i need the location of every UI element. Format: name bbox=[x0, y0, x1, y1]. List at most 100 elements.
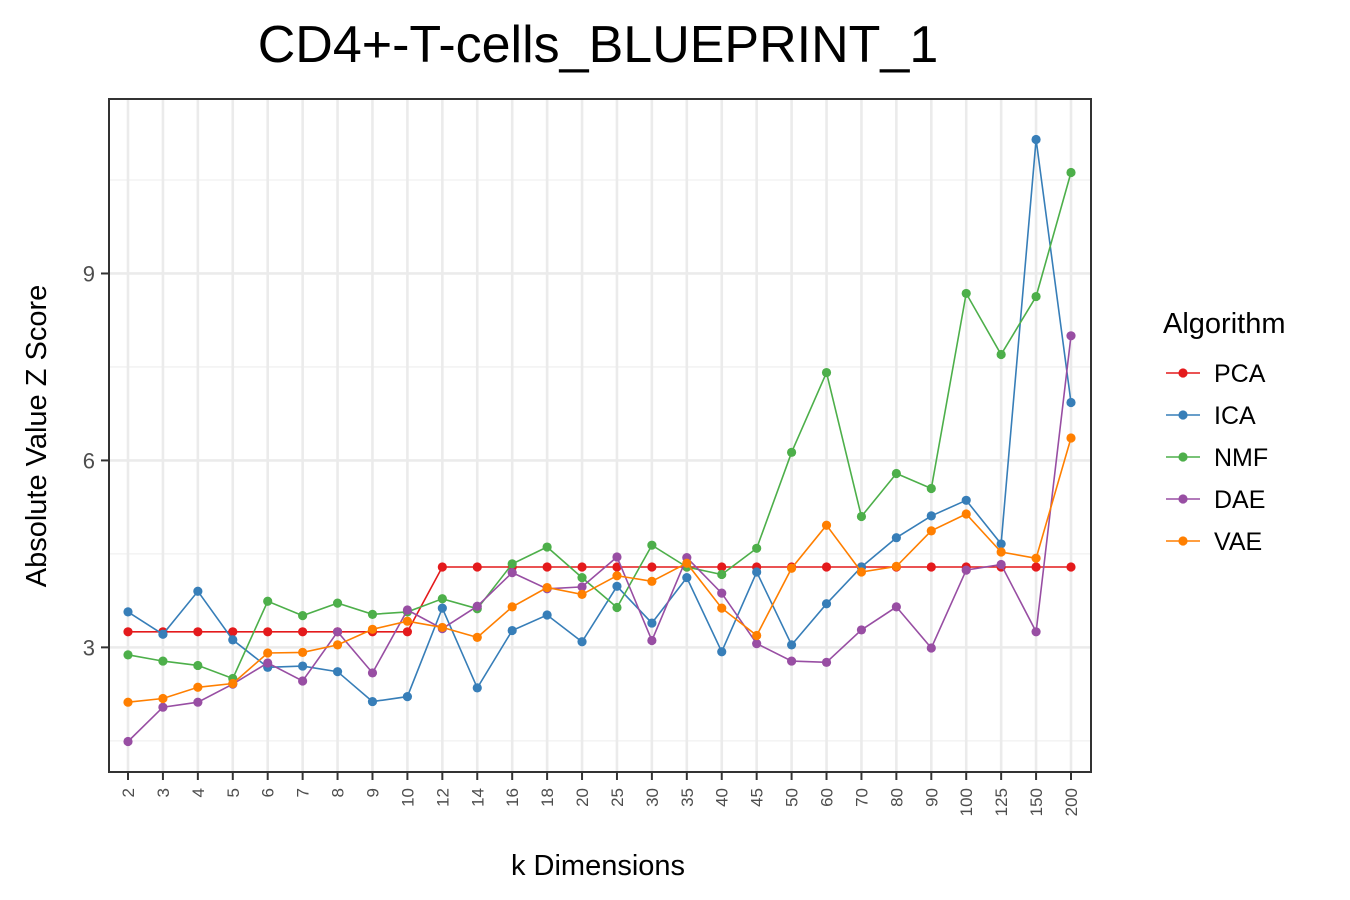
series-line-pca bbox=[128, 566, 1071, 633]
data-point-pca bbox=[123, 627, 133, 637]
legend-key-point bbox=[1178, 368, 1188, 378]
data-point-pca bbox=[1066, 562, 1076, 572]
data-point-dae bbox=[961, 565, 971, 575]
data-point-ica bbox=[193, 586, 203, 596]
data-point-pca bbox=[437, 562, 447, 572]
data-point-nmf bbox=[332, 598, 343, 608]
legend-title: Algorithm bbox=[1163, 308, 1286, 340]
data-point-vae bbox=[402, 616, 413, 626]
data-point-nmf bbox=[507, 559, 517, 569]
legend-label: VAE bbox=[1214, 528, 1262, 556]
x-tick-label: 3 bbox=[154, 788, 173, 797]
legend-item-ica: ICA bbox=[1166, 402, 1256, 430]
legend-item-nmf: NMF bbox=[1166, 444, 1268, 472]
data-point-pca bbox=[612, 562, 622, 572]
data-point-vae bbox=[996, 547, 1006, 557]
data-point-vae bbox=[263, 648, 273, 658]
data-point-dae bbox=[263, 658, 273, 668]
data-point-pca bbox=[228, 627, 238, 637]
data-point-ica bbox=[821, 599, 832, 609]
x-tick-label: 16 bbox=[503, 788, 522, 807]
data-point-nmf bbox=[786, 447, 797, 457]
x-tick-label: 7 bbox=[294, 788, 313, 797]
data-point-vae bbox=[472, 632, 482, 643]
data-point-pca bbox=[926, 562, 936, 572]
series-dae bbox=[123, 331, 1076, 747]
series-line-ica bbox=[127, 139, 1072, 703]
data-point-vae bbox=[821, 520, 832, 530]
x-tick-label: 60 bbox=[818, 788, 837, 807]
data-point-ica bbox=[158, 629, 168, 639]
data-point-pca bbox=[717, 562, 727, 572]
data-point-vae bbox=[1031, 553, 1041, 563]
data-point-nmf bbox=[1066, 167, 1076, 178]
data-point-nmf bbox=[298, 610, 308, 621]
series-line-dae bbox=[127, 335, 1072, 743]
data-point-dae bbox=[158, 702, 168, 712]
data-point-vae bbox=[647, 576, 657, 586]
legend: Algorithm PCA ICA NMF DAE VAE bbox=[1163, 308, 1286, 556]
legend-label: PCA bbox=[1214, 360, 1266, 388]
data-point-dae bbox=[1031, 627, 1041, 637]
data-point-dae bbox=[1066, 331, 1076, 341]
grid-minor bbox=[109, 179, 1091, 742]
series-line-nmf bbox=[127, 172, 1072, 680]
data-point-ica bbox=[437, 603, 447, 613]
x-tick-label: 4 bbox=[189, 788, 208, 797]
x-tick-label: 2 bbox=[119, 788, 138, 797]
x-tick-label: 100 bbox=[957, 788, 976, 816]
data-point-nmf bbox=[821, 367, 832, 378]
data-point-ica bbox=[1066, 397, 1076, 408]
data-point-nmf bbox=[577, 572, 587, 583]
data-point-pca bbox=[193, 627, 203, 637]
x-tick-label: 6 bbox=[259, 788, 278, 797]
x-tick-label: 80 bbox=[887, 788, 906, 807]
data-point-dae bbox=[647, 635, 657, 646]
series-vae bbox=[123, 433, 1076, 707]
data-point-vae bbox=[158, 693, 168, 704]
data-point-pca bbox=[472, 562, 482, 572]
legend-label: NMF bbox=[1214, 444, 1268, 472]
series-layer bbox=[123, 134, 1076, 747]
data-point-vae bbox=[926, 526, 936, 536]
x-tick-label: 18 bbox=[538, 788, 557, 807]
data-point-dae bbox=[577, 582, 587, 592]
data-point-dae bbox=[996, 559, 1006, 570]
data-point-dae bbox=[891, 602, 901, 612]
x-tick-label: 10 bbox=[398, 788, 417, 807]
data-point-nmf bbox=[123, 650, 133, 660]
data-point-dae bbox=[926, 643, 936, 653]
plot-border bbox=[108, 98, 1092, 773]
data-point-dae bbox=[856, 625, 867, 635]
series-ica bbox=[123, 134, 1076, 707]
data-point-vae bbox=[856, 567, 867, 577]
data-point-nmf bbox=[752, 543, 762, 553]
data-point-pca bbox=[542, 562, 552, 572]
data-point-pca bbox=[402, 627, 413, 637]
data-point-vae bbox=[507, 602, 517, 612]
data-point-dae bbox=[193, 697, 203, 707]
x-tick-label: 9 bbox=[363, 788, 382, 797]
data-point-vae bbox=[193, 682, 203, 692]
data-point-pca bbox=[263, 627, 273, 637]
x-axis-title: k Dimensions bbox=[511, 850, 685, 882]
x-tick-label: 150 bbox=[1027, 788, 1046, 816]
data-point-vae bbox=[123, 697, 133, 707]
data-point-nmf bbox=[1031, 291, 1041, 302]
data-point-ica bbox=[891, 533, 901, 543]
data-point-ica bbox=[786, 640, 797, 650]
data-point-pca bbox=[1031, 562, 1041, 572]
x-tick-label: 30 bbox=[643, 788, 662, 807]
y-tick-label: 9 bbox=[83, 261, 95, 286]
data-point-vae bbox=[891, 561, 901, 571]
data-point-ica bbox=[402, 691, 413, 702]
data-point-nmf bbox=[542, 542, 552, 552]
data-point-vae bbox=[961, 509, 971, 519]
x-tick-label: 14 bbox=[468, 788, 487, 807]
data-point-vae bbox=[1066, 433, 1076, 443]
legend-item-dae: DAE bbox=[1166, 486, 1265, 514]
data-point-ica bbox=[228, 635, 238, 645]
x-tick-label: 25 bbox=[608, 788, 627, 807]
data-point-pca bbox=[577, 562, 587, 572]
data-point-vae bbox=[298, 647, 308, 657]
